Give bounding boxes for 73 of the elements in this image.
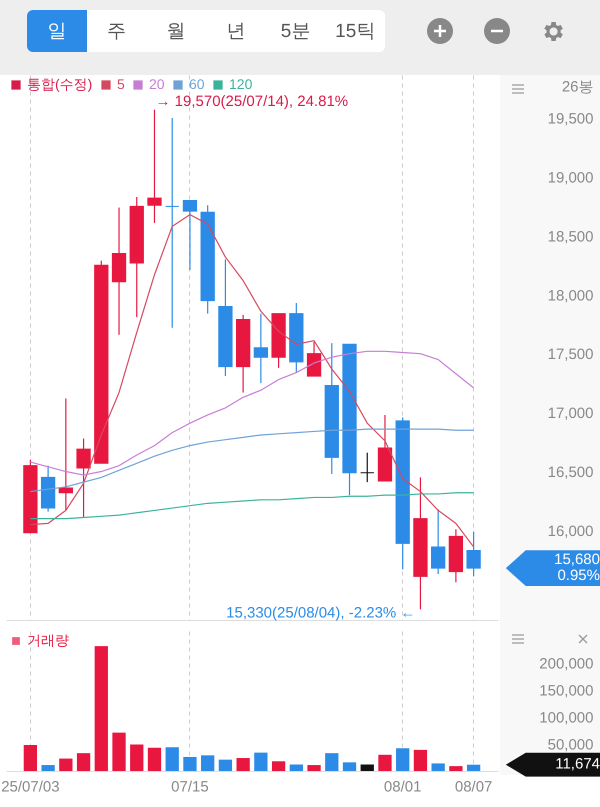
bar [183,756,197,771]
line-series [30,214,474,548]
bar [94,646,108,771]
y-tick-label: 17,500 [548,346,594,364]
y-tick-label: 18,500 [548,228,594,246]
y-tick-label: 16,500 [548,464,594,482]
line-series [30,350,474,476]
bar [466,764,480,771]
text: 주 [106,20,127,44]
y-tick-label: 18,000 [548,287,594,304]
bar [112,732,126,771]
bar [272,761,286,771]
y-tick-label: 100,000 [539,709,594,726]
bar [130,744,144,771]
bar [342,762,356,771]
bar [360,764,374,771]
x-tick-label: 07/15 [171,778,209,796]
line-series [30,428,474,492]
bar [59,758,72,771]
legend-label: 20 [149,76,165,92]
y-tick-label: 17,000 [548,405,594,422]
text: 11,674 [555,756,600,773]
candlestick [182,200,198,271]
y-tick-label: 19,000 [548,169,594,186]
annotation: → 19,570(25/07/14), 24.81% [155,92,348,110]
text: 5분 [280,20,312,44]
bar [201,755,214,771]
x-tick-label: 08/01 [384,778,422,796]
y-axis-title: 26봉 [562,78,594,96]
legend-label: 거래량 [27,632,69,648]
bar [41,765,55,771]
bar [24,745,38,771]
legend-label: 통합(수정) [27,76,92,92]
candlestick [165,117,180,328]
bar [236,758,250,771]
y-tick-label: 150,000 [539,682,594,700]
candlestick [466,531,481,577]
bar [307,765,321,771]
y-tick-label: 16,000 [548,522,594,540]
candlestick [147,109,162,224]
bar [148,748,162,771]
candlestick [58,398,73,512]
bar [414,750,428,771]
candlestick [76,438,91,518]
y-tick-label: 50,000 [548,736,594,754]
annotation: 15,330(25/08/04), -2.23% ← [226,604,416,622]
text: 15,680 0.95% [554,551,600,584]
candlestick [306,341,322,377]
text: 월 [166,20,187,44]
x-tick-label: 08/07 [454,778,492,796]
bar [290,764,303,771]
y-tick-label: 19,500 [548,110,594,128]
bar [449,766,463,771]
x-tick-label: 25/07/03 [1,778,60,796]
legend-label: 5 [117,76,125,92]
text: 15틱 [334,20,376,44]
bar [76,753,90,771]
text: 일 [27,10,87,52]
legend-label: 60 [189,76,205,92]
line-series [30,492,474,520]
text: 년 [225,20,246,44]
bar [218,760,232,771]
bar [166,747,179,771]
bar [254,752,268,771]
bar [396,748,410,771]
candlestick [254,313,268,384]
bar [378,754,392,771]
bar [325,753,338,771]
candlestick [360,452,374,483]
y-tick-label: 200,000 [539,655,594,672]
bar [432,763,445,771]
legend-label: 120 [229,76,253,92]
candlestick [431,508,446,575]
